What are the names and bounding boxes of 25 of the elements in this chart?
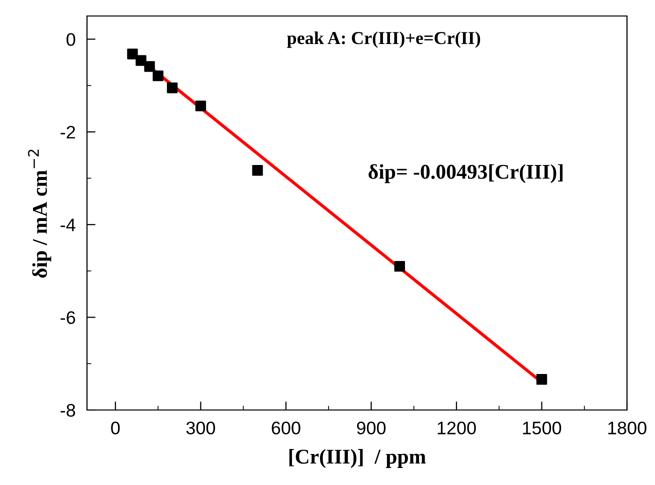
x-axis-title: [Cr(III)] / ppm [289, 449, 426, 468]
point [195, 100, 206, 112]
point [136, 55, 146, 66]
point [166, 82, 178, 94]
y-tick-label: -2 [60, 126, 75, 138]
x-tick-label: 900 [356, 422, 386, 434]
point [152, 70, 164, 82]
point [127, 48, 138, 60]
point [536, 374, 548, 385]
x-tick-label: 300 [186, 422, 216, 434]
point [394, 260, 405, 272]
y-tick-label: -8 [60, 404, 76, 417]
x-tick-label: 0 [111, 422, 120, 434]
y-axis-title: δip / mA cm$^{−2}$ [28, 150, 52, 278]
annotation: δip= -0.00493[Cr(III)] [368, 164, 563, 184]
point [252, 165, 263, 176]
x-tick-label: 1800 [608, 422, 646, 434]
x-tick-label: 1200 [438, 422, 476, 434]
y-tick-label: 0 [66, 33, 76, 46]
annotation: peak A: Cr(III)+e=Cr(II) [287, 31, 480, 48]
y-tick-label: -4 [60, 218, 76, 232]
x-tick-label: 600 [272, 422, 300, 434]
x-tick-label: 1500 [523, 422, 562, 434]
y-tick-label: -6 [60, 311, 76, 324]
point [144, 61, 155, 72]
